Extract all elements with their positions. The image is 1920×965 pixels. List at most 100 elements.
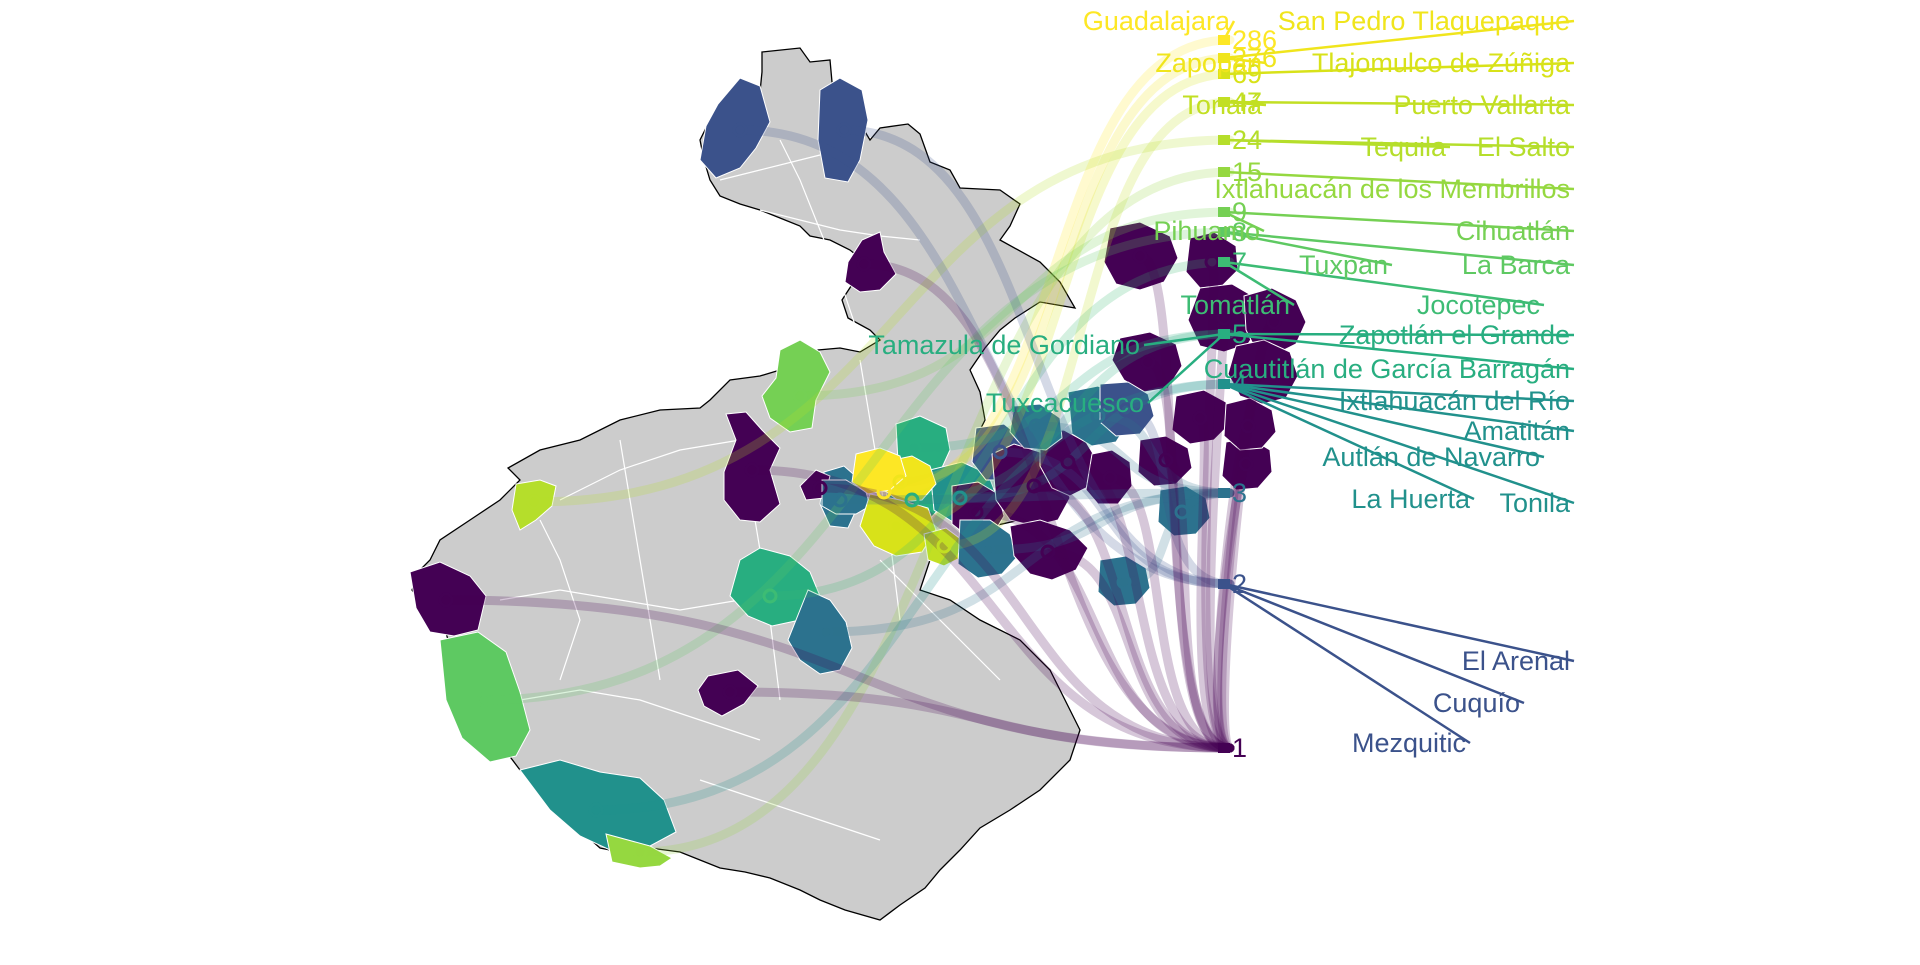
municipality-marker xyxy=(1028,418,1044,434)
flow-line xyxy=(879,35,1235,497)
municipality-marker xyxy=(762,588,778,604)
value-bar-end xyxy=(1218,69,1230,79)
leader-line xyxy=(1223,382,1545,459)
flow-line xyxy=(1105,473,1235,753)
flow-line xyxy=(1212,459,1251,753)
municipality-area xyxy=(1085,449,1133,505)
municipality-label: Zapopan xyxy=(1155,48,1262,78)
municipality-area xyxy=(409,561,487,637)
municipality-area xyxy=(511,479,557,531)
leader-line xyxy=(1223,138,1575,149)
municipality-marker xyxy=(632,844,648,860)
flow-line xyxy=(1031,421,1235,498)
leader-line xyxy=(1223,582,1471,745)
value-bar-end xyxy=(1218,379,1230,389)
flow-line xyxy=(909,329,1235,453)
municipality-marker xyxy=(904,492,920,508)
municipality-marker xyxy=(992,444,1008,460)
flow-line xyxy=(939,97,1235,551)
flow-line xyxy=(1195,413,1235,753)
municipality-label: Puerto Vallarta xyxy=(1393,90,1571,120)
leader-line xyxy=(1223,210,1575,233)
municipality-marker xyxy=(1090,408,1106,424)
municipality-label: Tlajomulco de Zúñiga xyxy=(1312,48,1571,78)
municipality-label: Autlán de Navarro xyxy=(1322,442,1540,472)
leader-line xyxy=(1223,382,1475,501)
municipality-markers xyxy=(438,122,1282,860)
flow-line xyxy=(1161,455,1235,753)
municipality-marker xyxy=(1102,470,1118,486)
municipality-marker xyxy=(526,494,542,510)
flow-line xyxy=(983,488,1235,555)
flow-line xyxy=(1205,313,1235,753)
flow-line xyxy=(1143,357,1235,753)
municipality-marker xyxy=(1240,418,1256,434)
municipality-area xyxy=(605,833,673,869)
value-label: 7 xyxy=(1232,247,1247,277)
municipality-marker xyxy=(1266,314,1282,330)
municipality-marker xyxy=(438,592,454,608)
leader-line xyxy=(1223,100,1575,107)
municipality-label: Zapotlán el Grande xyxy=(1339,320,1570,350)
municipality-label: San Pedro Tlaquepaque xyxy=(1278,6,1570,36)
value-bar-end xyxy=(1218,257,1230,267)
municipality-area xyxy=(1157,485,1211,537)
municipality-label: El Salto xyxy=(1477,132,1570,162)
municipality-area xyxy=(723,411,781,523)
municipality-label: Tuxpan xyxy=(1299,250,1388,280)
municipality-area xyxy=(1223,397,1277,451)
municipality-label: Mezquitic xyxy=(1352,728,1466,758)
flow-line xyxy=(835,488,1235,505)
flow-line xyxy=(815,483,1235,753)
municipality-marker xyxy=(906,440,922,456)
flow-line xyxy=(859,259,1235,753)
flow-line xyxy=(1043,547,1235,753)
flow-line xyxy=(971,507,1235,753)
municipality-marker xyxy=(1116,574,1132,590)
municipality-marker xyxy=(1216,310,1232,326)
flow-line xyxy=(1121,405,1235,589)
value-bar-end xyxy=(1218,329,1230,339)
municipality-label: Guadalajara xyxy=(1083,6,1231,36)
value-bar-end xyxy=(1218,35,1230,45)
flow-line xyxy=(955,379,1235,503)
municipality-marker xyxy=(1238,456,1254,472)
leader-line xyxy=(1223,170,1575,191)
municipality-marker xyxy=(476,692,492,708)
municipality-area xyxy=(851,447,907,495)
leader-line xyxy=(1223,56,1267,65)
value-label: 69 xyxy=(1232,59,1262,89)
value-bar-end xyxy=(1218,135,1230,145)
municipality-label: Tomatlán xyxy=(1180,290,1290,320)
municipality-marker xyxy=(1254,364,1270,380)
flow-line xyxy=(1135,251,1235,753)
flow-line xyxy=(995,447,1235,589)
municipality-marker xyxy=(980,542,996,558)
municipality-marker xyxy=(968,504,984,520)
flow-line xyxy=(1119,488,1235,587)
value-bar-end xyxy=(1218,167,1230,177)
municipality-marker xyxy=(856,256,872,272)
municipality-labels: Guadalajara San Pedro Tlaquepaque Zapopan T… xyxy=(868,6,1571,758)
leader-line xyxy=(1223,382,1575,505)
municipality-area xyxy=(697,669,759,717)
municipality-area xyxy=(1009,519,1089,581)
municipality-marker xyxy=(836,122,852,138)
flow-line xyxy=(1219,317,1279,753)
municipality-label: Cihuatlán xyxy=(1456,216,1570,246)
flow-line xyxy=(725,687,1235,753)
value-label: 15 xyxy=(1232,157,1262,187)
value-label: 47 xyxy=(1232,87,1262,117)
flow-line xyxy=(441,595,1235,753)
municipality-area xyxy=(761,339,831,433)
flow-line xyxy=(747,465,1235,753)
leader-line xyxy=(1223,260,1295,307)
municipality-area xyxy=(1103,221,1179,291)
leader-line xyxy=(1223,332,1575,371)
leader-line xyxy=(1223,382,1575,433)
municipality-area xyxy=(957,519,1019,579)
municipality-area xyxy=(439,631,531,763)
municipality-marker xyxy=(588,802,604,818)
